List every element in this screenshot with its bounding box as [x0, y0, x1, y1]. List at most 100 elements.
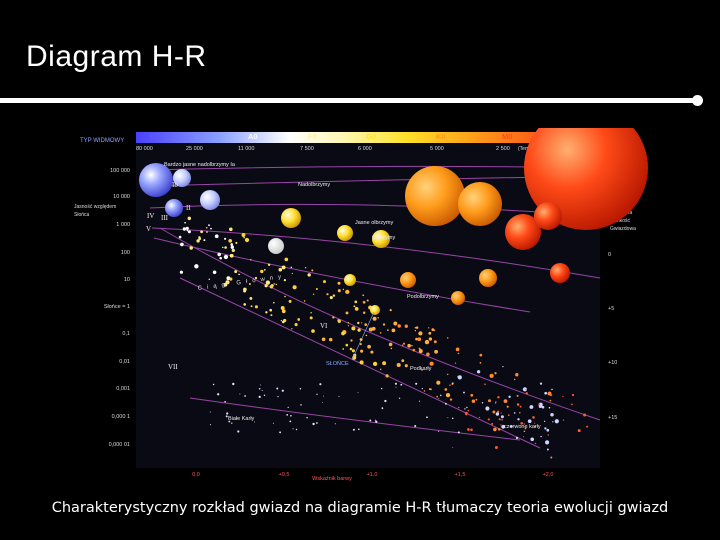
white-dwarf-star	[225, 415, 228, 418]
white-dwarf-star	[258, 388, 261, 390]
field-star	[347, 325, 350, 327]
field-star	[312, 293, 315, 296]
red-dwarf-star	[547, 434, 549, 436]
field-star	[234, 270, 238, 274]
red-dwarf-star	[525, 392, 528, 395]
red-dwarf-star	[478, 416, 481, 419]
field-star	[548, 406, 551, 409]
field-star	[508, 395, 511, 399]
field-star	[522, 387, 527, 392]
field-star	[349, 347, 353, 351]
field-star	[332, 316, 335, 319]
field-star	[515, 373, 519, 377]
field-star	[368, 327, 373, 332]
field-star	[208, 278, 211, 281]
white-dwarf-star	[338, 395, 340, 398]
temperature-tick: 80 000	[136, 146, 153, 152]
luminosity-axis-unit: Słońca	[74, 212, 90, 218]
field-star	[345, 311, 349, 315]
field-star	[498, 428, 501, 431]
field-star	[230, 243, 234, 246]
field-star	[481, 401, 484, 404]
field-star	[265, 311, 268, 314]
luminosity-tick: 0,001	[116, 386, 130, 392]
red-dwarf-star	[467, 409, 470, 412]
white-dwarf-star	[357, 428, 360, 431]
red-giant-star	[505, 214, 541, 250]
blue-giant-star-2	[165, 199, 183, 217]
field-star	[431, 328, 435, 331]
yellow-giant-star-3	[372, 230, 390, 248]
red-dwarf-star	[467, 428, 470, 431]
field-star	[222, 246, 224, 249]
field-star	[549, 399, 552, 402]
field-star	[332, 294, 336, 297]
white-dwarf-star	[322, 401, 323, 403]
temperature-tick: 25 000	[186, 146, 203, 152]
white-dwarf-star	[287, 406, 289, 409]
field-star	[387, 329, 389, 331]
field-star	[470, 393, 474, 397]
field-star	[230, 245, 234, 249]
red-dwarf-star	[583, 413, 587, 417]
field-star	[471, 399, 476, 403]
field-star	[249, 296, 253, 300]
white-dwarf-star	[394, 382, 397, 385]
field-star	[229, 227, 233, 232]
sun-pointer-line	[351, 311, 375, 361]
white-dwarf-star	[276, 387, 279, 390]
field-star	[284, 257, 289, 262]
field-star	[292, 285, 297, 290]
white-dwarf-star	[253, 421, 255, 423]
field-star	[354, 307, 359, 311]
red-dwarf-star	[549, 393, 553, 397]
field-star	[428, 331, 432, 335]
field-star	[359, 343, 362, 346]
white-dwarf-star	[374, 419, 377, 421]
field-star	[433, 340, 437, 344]
field-star	[457, 352, 460, 355]
field-star	[454, 362, 457, 364]
spectral-type-header: TYP WIDMOWY	[80, 138, 124, 144]
field-star	[429, 361, 434, 366]
magnitude-tick: +10	[608, 360, 617, 366]
divider-endpoint	[692, 95, 703, 106]
luminosity-tick: 0,000 01	[109, 442, 130, 448]
luminosity-tick: 100 000	[110, 168, 130, 174]
orange-giant-star	[479, 269, 497, 287]
red-dwarf-star	[532, 416, 535, 419]
field-star	[414, 330, 417, 332]
field-star	[476, 370, 481, 374]
field-star	[243, 303, 247, 306]
class-label-ii: II	[186, 204, 191, 212]
field-star	[186, 229, 189, 232]
field-star	[229, 253, 234, 258]
white-dwarf-star	[464, 408, 466, 410]
color-index-tick: +1,5	[455, 472, 466, 478]
field-star	[224, 237, 227, 240]
field-star	[488, 399, 491, 403]
field-star	[524, 427, 527, 430]
field-star	[291, 328, 293, 330]
field-star	[206, 231, 208, 233]
white-dwarf-star	[295, 428, 298, 431]
field-star	[414, 326, 417, 329]
white-giant-star	[268, 238, 284, 254]
spectral-type-m0: M0	[502, 132, 512, 141]
field-star	[250, 259, 252, 261]
field-star	[357, 328, 361, 332]
orange-supergiant-star-2	[458, 182, 502, 226]
white-dwarf-star	[261, 389, 263, 392]
field-star	[418, 347, 421, 350]
field-star	[404, 324, 408, 328]
field-star	[241, 233, 246, 237]
curve-class-iv	[153, 237, 531, 313]
field-star	[250, 305, 253, 308]
white-dwarf-star	[232, 382, 235, 386]
red-dwarf-star	[470, 428, 473, 432]
field-star	[260, 269, 264, 274]
field-star	[402, 342, 406, 345]
field-star	[444, 388, 448, 391]
white-dwarf-star	[384, 399, 387, 403]
red-dwarf-star	[525, 388, 527, 391]
